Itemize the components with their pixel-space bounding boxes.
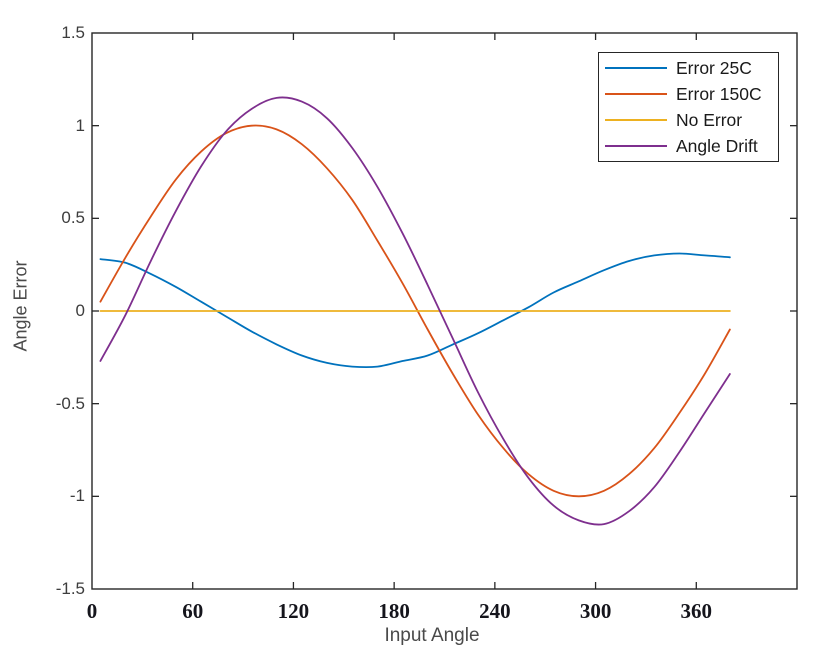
series-line-error-25c	[99, 252, 731, 369]
y-tick-label: -0.5	[55, 393, 85, 413]
legend-label: Error 25C	[676, 57, 752, 78]
legend-label: No Error	[676, 109, 743, 130]
legend: Error 25C Error 150C No Error Angle Drif…	[598, 52, 779, 162]
legend-item-angle-drift: Angle Drift	[599, 133, 778, 159]
x-tick-label: 120	[277, 599, 310, 623]
legend-line-swatch-error-150c	[605, 93, 667, 95]
y-axis-label: Angle Error	[10, 260, 31, 352]
y-tick-label: 1	[75, 115, 85, 135]
series-line-angle-drift	[99, 96, 731, 526]
legend-item-error-150c: Error 150C	[599, 81, 778, 107]
x-axis-label: Input Angle	[384, 625, 480, 646]
x-tick-label: 180	[378, 599, 410, 623]
x-tick-label: 60	[182, 599, 204, 623]
x-tick-label: 240	[479, 599, 511, 623]
legend-line-swatch-error-25c	[605, 67, 667, 69]
legend-line-swatch-no-error	[605, 119, 667, 121]
y-tick-label: 0.5	[61, 208, 85, 228]
y-tick-label: -1	[69, 486, 85, 506]
x-tick-label: 0	[86, 599, 98, 623]
x-tick-label: 300	[579, 599, 612, 623]
y-tick-label: -1.5	[55, 579, 85, 598]
legend-item-error-25c: Error 25C	[599, 55, 778, 81]
x-tick-label: 360	[680, 599, 713, 623]
legend-label: Error 150C	[676, 83, 762, 104]
legend-line-swatch-angle-drift	[605, 145, 667, 147]
y-tick-label: 1.5	[61, 23, 85, 42]
series-line-error-150c	[99, 124, 731, 498]
legend-item-no-error: No Error	[599, 107, 778, 133]
legend-label: Angle Drift	[676, 135, 758, 156]
y-tick-label: 0	[75, 301, 85, 320]
